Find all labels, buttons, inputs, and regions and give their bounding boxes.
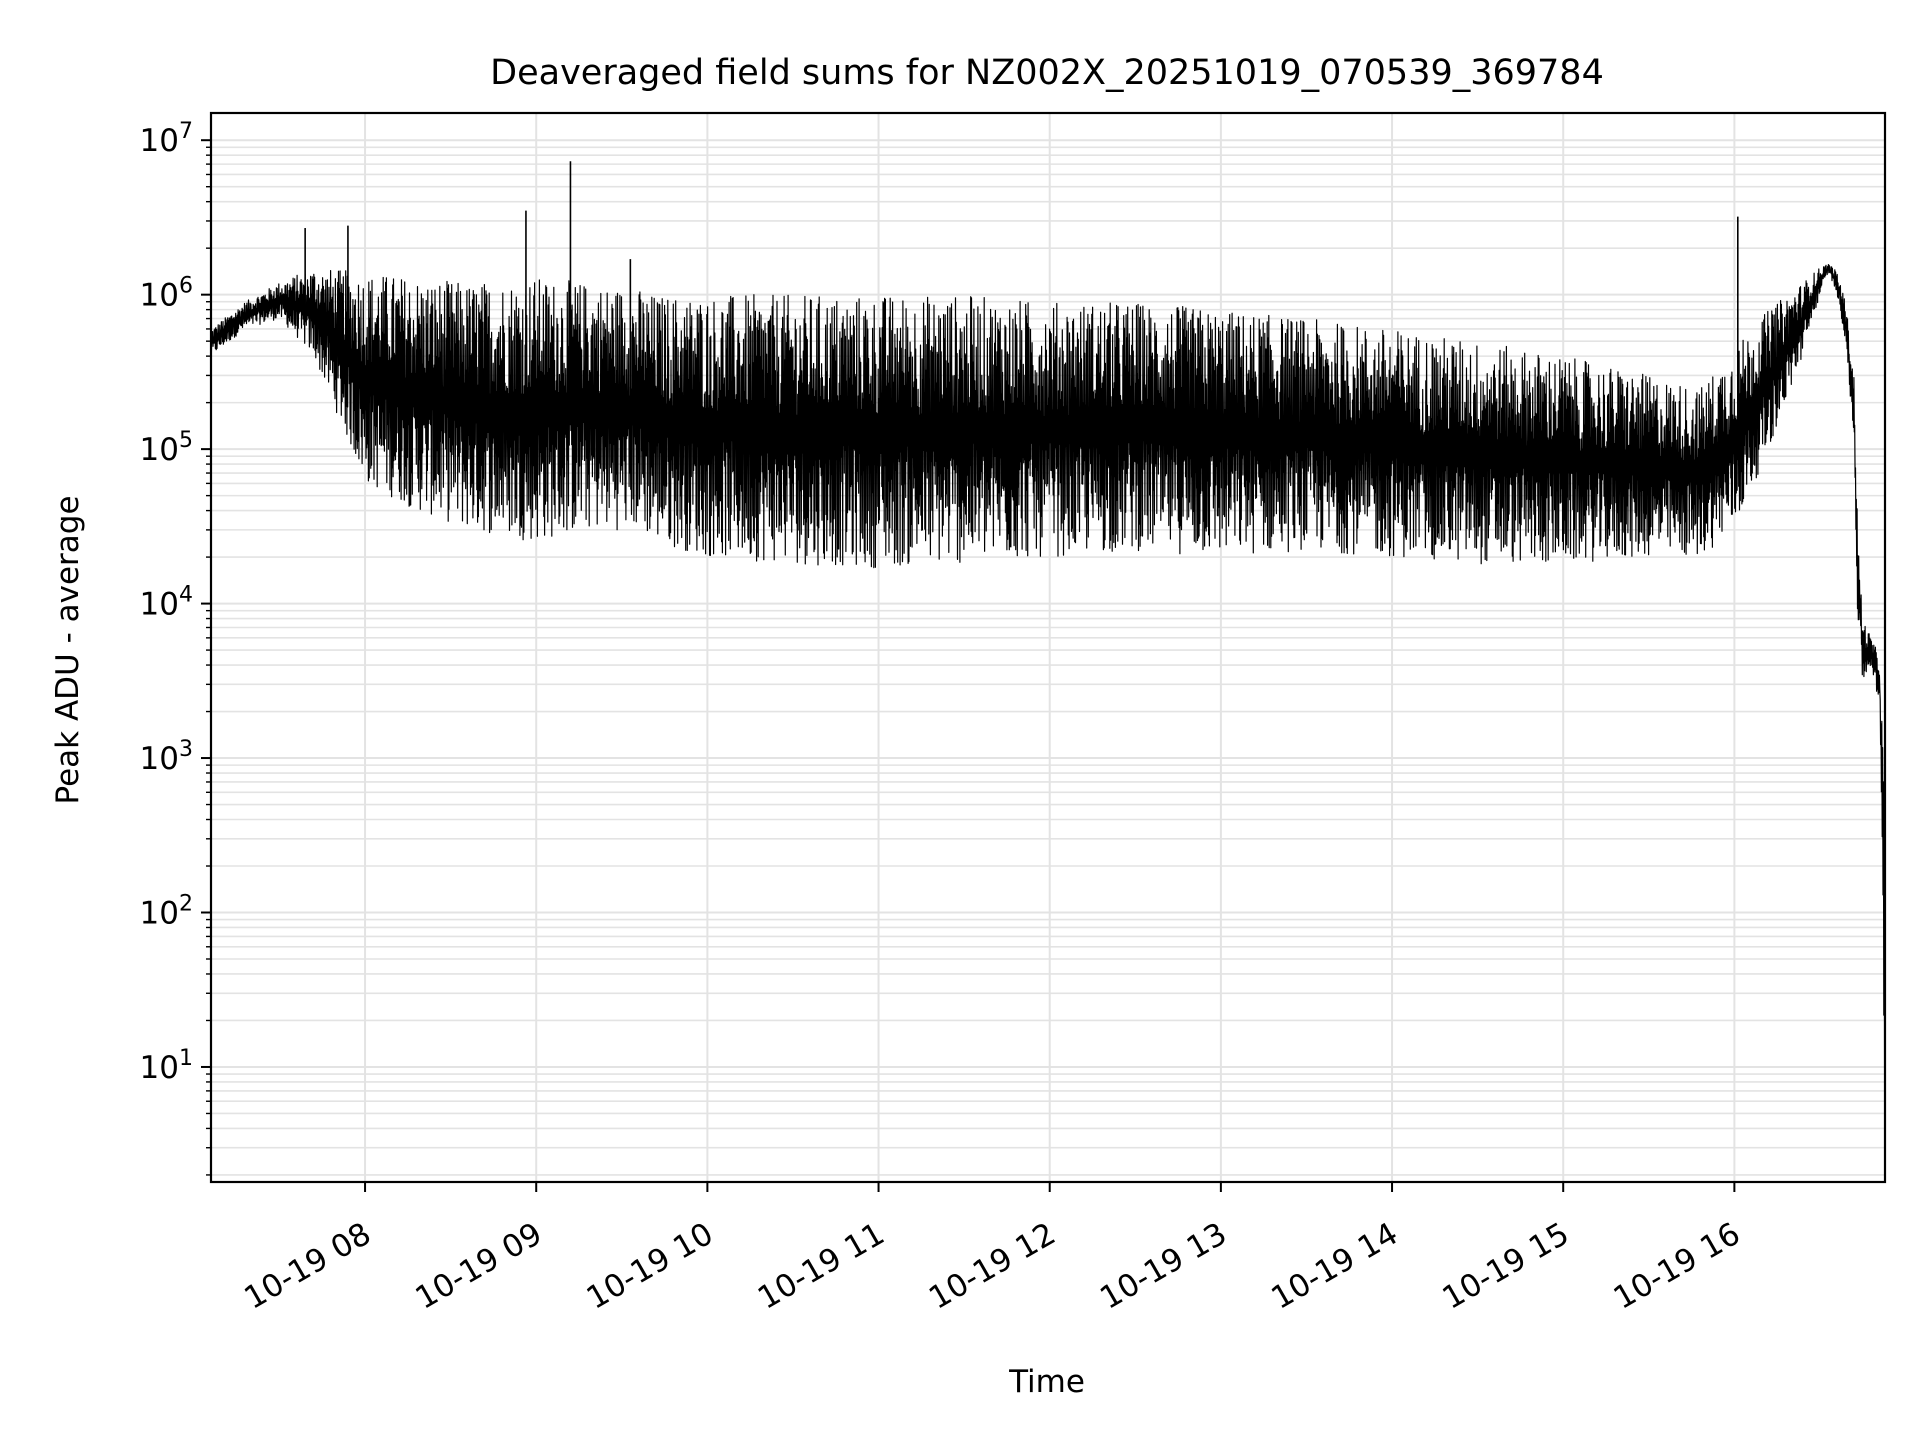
chart-title: Deaveraged field sums for NZ002X_2025101… <box>490 53 1604 93</box>
y-tick-label: 101 <box>140 1046 193 1086</box>
y-axis-label: Peak ADU - average <box>50 495 86 804</box>
tick-labels: 101 102 103 104 105 106 107 10-19 08 10-19 09 10-… <box>140 119 1747 1316</box>
x-tick-label: 10-19 12 <box>923 1216 1062 1317</box>
y-tick-label: 104 <box>140 583 193 623</box>
y-tick-label: 105 <box>140 428 193 468</box>
y-tick-label: 106 <box>140 274 193 314</box>
x-tick-label: 10-19 15 <box>1436 1216 1575 1317</box>
x-tick-label: 10-19 09 <box>409 1216 548 1317</box>
ticks <box>201 139 1736 1192</box>
x-tick-label: 10-19 08 <box>238 1216 377 1317</box>
series-line <box>210 264 1886 1073</box>
x-axis-label: Time <box>1008 1364 1085 1400</box>
x-tick-label: 10-19 11 <box>752 1216 891 1317</box>
x-tick-label: 10-19 13 <box>1094 1216 1233 1317</box>
axes-frame <box>209 111 1887 1184</box>
y-tick-label: 103 <box>140 737 193 777</box>
plot-area <box>210 161 1886 1073</box>
x-tick-label: 10-19 10 <box>581 1216 720 1317</box>
y-tick-label: 102 <box>140 892 193 932</box>
x-tick-label: 10-19 14 <box>1265 1216 1404 1317</box>
grid <box>211 113 1885 1182</box>
y-tick-label: 107 <box>140 119 193 159</box>
x-tick-label: 10-19 16 <box>1608 1216 1747 1317</box>
